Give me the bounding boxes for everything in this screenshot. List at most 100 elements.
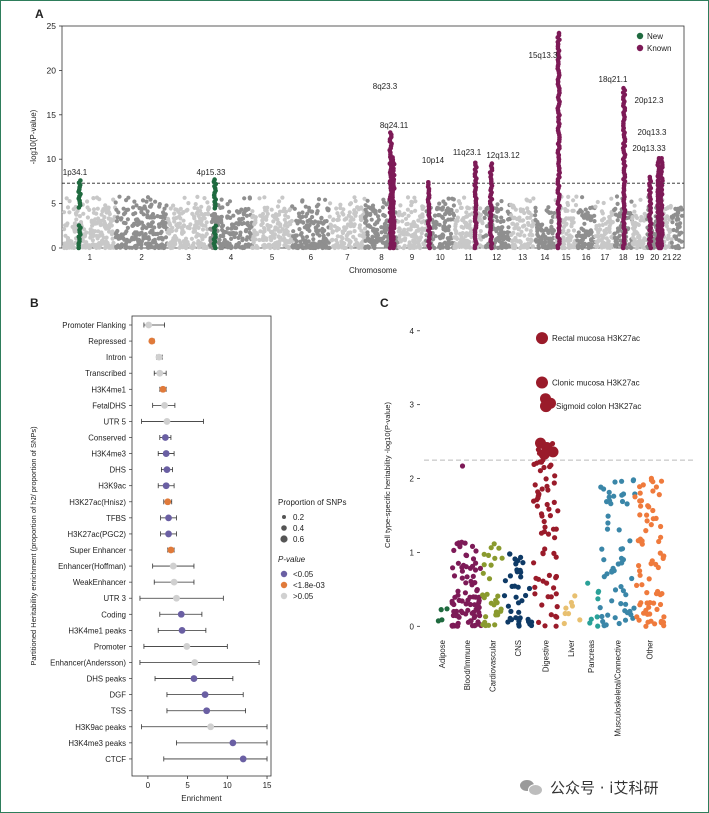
snp-point (262, 242, 267, 247)
snp-point (457, 201, 463, 206)
snp-point (571, 216, 576, 221)
snp-point (548, 236, 553, 241)
snp-point (82, 227, 87, 232)
chrom-16-snps (574, 195, 598, 251)
category-blood-immune-points (449, 539, 484, 629)
snp-point (614, 243, 619, 249)
category-cns-points (501, 551, 535, 629)
locus-label: 12q13.12 (486, 151, 520, 160)
snp-point (574, 233, 580, 239)
snp-point (147, 204, 153, 209)
snp-point (533, 217, 538, 223)
row-label: UTR 3 (103, 594, 126, 603)
cell-type-point (450, 565, 456, 571)
snp-point (241, 221, 246, 226)
cell-type-point (595, 623, 601, 629)
cell-type-point (547, 446, 559, 458)
snp-point (178, 206, 183, 211)
snp-point (569, 245, 574, 250)
chrom-5-snps (250, 195, 295, 251)
snp-point (366, 245, 371, 250)
snp-point (192, 229, 198, 234)
cell-type-point (646, 504, 652, 510)
cell-type-point (542, 546, 548, 552)
cell-type-point (553, 613, 559, 620)
x-tick-label-chr-22: 22 (672, 253, 681, 262)
snp-point (228, 245, 234, 251)
cell-type-point (534, 497, 540, 503)
snp-point (636, 222, 641, 227)
snp-point (90, 238, 95, 243)
locus-label: 8q23.3 (373, 82, 398, 91)
snp-point (134, 232, 139, 237)
snp-point (595, 244, 600, 249)
snp-point (335, 217, 340, 223)
cell-type-point (647, 611, 653, 617)
snp-point (617, 233, 622, 238)
snp-point (448, 231, 454, 236)
cell-type-point (601, 486, 607, 492)
snp-point (413, 231, 418, 236)
color-legend-label: <0.05 (293, 570, 314, 579)
snp-point (168, 206, 173, 211)
snp-point (130, 235, 135, 240)
snp-point (371, 226, 376, 231)
snp-point (353, 243, 359, 248)
snp-point (538, 235, 543, 240)
snp-point (362, 196, 367, 201)
snp-point (240, 244, 245, 249)
snp-point (409, 199, 414, 204)
enrichment-point (163, 466, 171, 474)
snp-point (522, 210, 527, 216)
snp-point (89, 218, 94, 223)
snp-point (199, 204, 204, 209)
chrom-22-snps (669, 205, 685, 251)
snp-point (64, 196, 69, 201)
snp-point (95, 236, 100, 241)
snp-point (61, 210, 67, 215)
snp-point (269, 207, 274, 212)
enrichment-point (164, 498, 172, 506)
locus-label: 20p12.3 (635, 96, 664, 105)
cell-type-point (457, 541, 463, 548)
forest-row: UTR 3 (103, 594, 224, 603)
snp-point (677, 224, 682, 229)
cell-type-point (631, 605, 637, 611)
x-tick-label-chr-9: 9 (410, 253, 415, 262)
snp-point (579, 226, 584, 231)
snp-point (203, 245, 208, 250)
snp-point (277, 239, 282, 244)
row-label: H3K9ac (98, 482, 126, 491)
snp-point (104, 235, 109, 240)
snp-point (495, 202, 500, 207)
cell-type-point (656, 492, 662, 498)
snp-point (278, 222, 283, 227)
snp-point (499, 225, 504, 230)
snp-point (455, 215, 460, 220)
cell-type-point (508, 608, 514, 615)
snp-point (453, 245, 458, 250)
snp-point (306, 239, 311, 244)
snp-point (595, 240, 600, 245)
cell-type-point (605, 520, 611, 526)
cell-type-point (656, 538, 662, 545)
snp-point (246, 223, 251, 228)
snp-point (304, 223, 310, 228)
cell-type-point (637, 572, 643, 578)
snp-point (444, 244, 449, 249)
cell-type-point (637, 536, 644, 542)
cell-type-point (533, 575, 539, 581)
cell-type-point (546, 572, 553, 579)
snp-point (125, 225, 130, 230)
cell-type-point (486, 576, 493, 582)
size-legend-marker (281, 525, 287, 531)
snp-point (601, 235, 606, 240)
snp-point (103, 223, 109, 228)
snp-point (174, 207, 179, 212)
snp-point (304, 234, 310, 239)
snp-point (405, 195, 411, 200)
snp-point (291, 229, 296, 234)
x-tick-label-chr-5: 5 (270, 253, 275, 262)
cell-type-point (624, 501, 630, 507)
cell-type-point (456, 597, 462, 604)
